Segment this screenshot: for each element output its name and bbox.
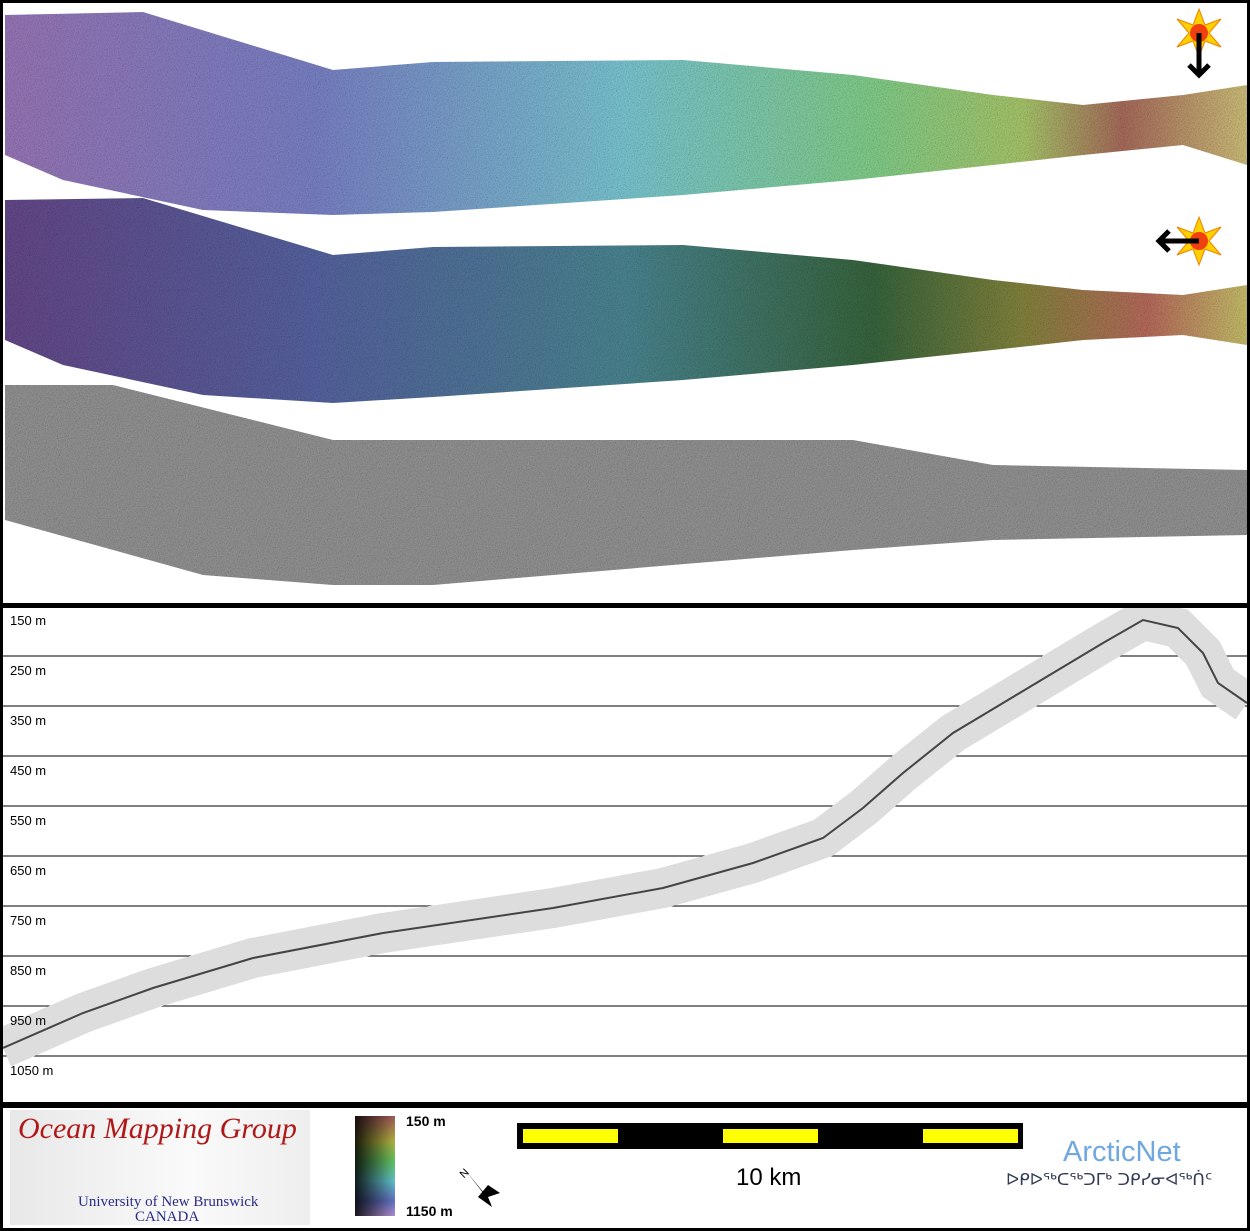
- depth-label: 150 m: [10, 613, 47, 628]
- depth-profile-panel: 150 m 250 m 350 m 450 m 550 m 650 m 750 m 850 m…: [3, 608, 1247, 1102]
- swath-map: [5, 7, 1247, 585]
- depth-label: 550 m: [10, 813, 47, 828]
- org-country: CANADA: [135, 1209, 200, 1225]
- depth-label: 650 m: [10, 863, 47, 878]
- north-label: N: [458, 1167, 472, 1181]
- depth-label: 1050 m: [10, 1063, 54, 1078]
- colorbar-top-label: 150 m: [406, 1113, 446, 1129]
- sun-from-west-icon: [1155, 215, 1222, 267]
- scale-label: 10 km: [736, 1164, 802, 1191]
- swath-bathymetry-north-lit: [5, 12, 1247, 215]
- sonar-noise-band: [3, 608, 1247, 1067]
- swath-map-panel: [3, 3, 1247, 603]
- scale-segment: [923, 1129, 1018, 1143]
- north-arrow-icon: N: [458, 1167, 500, 1207]
- swath-bathymetry-west-lit: [5, 198, 1247, 403]
- arcticnet-inuktitut: ᐅᑭᐅᖅᑕᖅᑐᒥᒃ ᑐᑭᓯᓂᐊᖅᑏᑦ: [1006, 1170, 1213, 1190]
- depth-label: 350 m: [10, 713, 47, 728]
- depth-label: 950 m: [10, 1013, 47, 1028]
- swath-backscatter: [5, 385, 1247, 585]
- org-university: University of New Brunswick: [78, 1194, 259, 1210]
- depth-label: 750 m: [10, 913, 47, 928]
- colorbar-bottom-label: 1150 m: [406, 1203, 453, 1219]
- depth-label: 850 m: [10, 963, 47, 978]
- seafloor-profile-line: [3, 618, 1247, 1049]
- sun-from-north-icon: [1176, 7, 1222, 79]
- legend-panel: Ocean Mapping Group University of New Br…: [3, 1108, 1247, 1228]
- scale-bar: [517, 1123, 1023, 1149]
- depth-colorbar: [355, 1116, 395, 1216]
- arcticnet-logo: ArcticNet: [1063, 1136, 1181, 1168]
- ocean-mapping-group-logo: Ocean Mapping Group University of New Br…: [10, 1110, 310, 1225]
- depth-label: 450 m: [10, 763, 47, 778]
- scale-segment: [523, 1129, 618, 1143]
- depth-label: 250 m: [10, 663, 47, 678]
- org-title: Ocean Mapping Group: [18, 1112, 297, 1145]
- depth-profile: [3, 608, 1247, 1067]
- scale-segment: [723, 1129, 818, 1143]
